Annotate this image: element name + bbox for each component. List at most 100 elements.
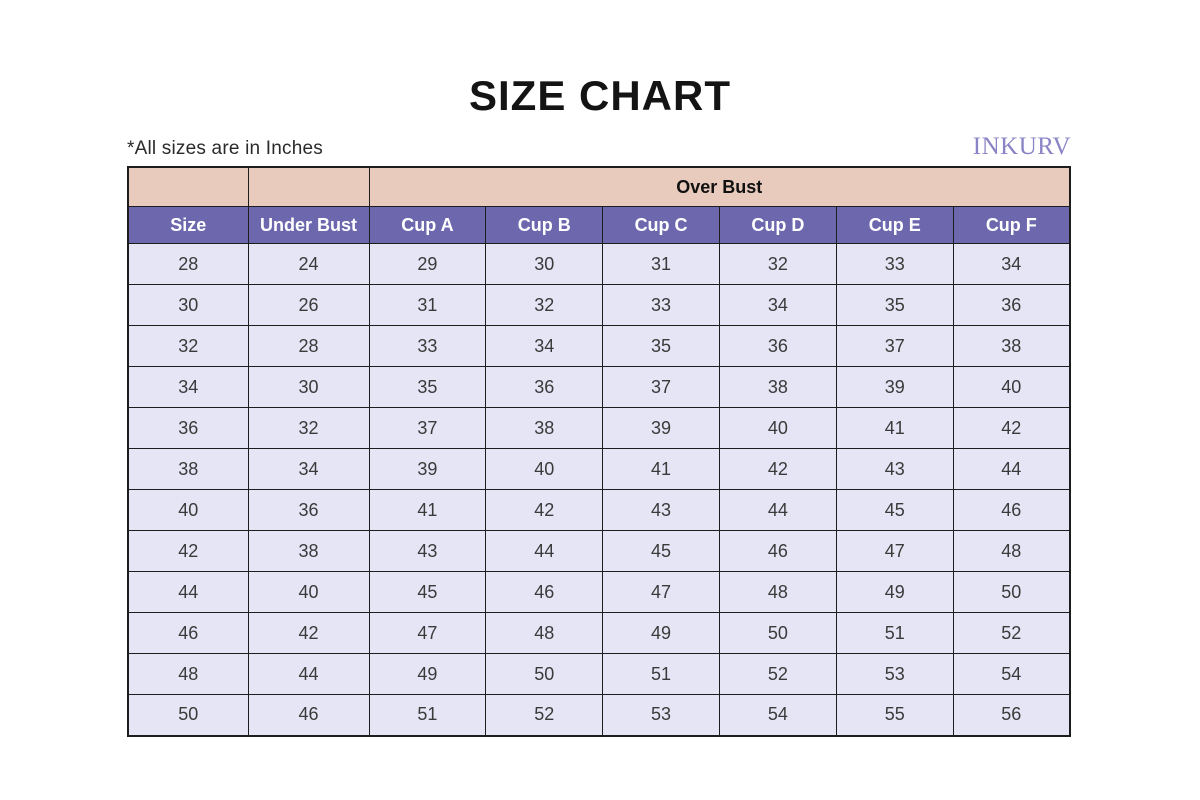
brand-logo: INKURV: [972, 133, 1071, 160]
table-cell: 32: [485, 284, 604, 326]
empty-header-cell: [127, 166, 249, 207]
table-cell: 38: [718, 366, 837, 408]
column-header-under-bust: Under Bust: [247, 206, 370, 244]
table-cell: 47: [602, 571, 720, 613]
table-cell: 42: [485, 489, 604, 531]
table-cell: 46: [485, 571, 604, 613]
table-row: 42 38 43 44 45 46 47 48: [127, 530, 1071, 572]
table-cell: 35: [835, 284, 954, 326]
table-cell: 26: [247, 284, 370, 326]
table-cell: 41: [368, 489, 487, 531]
column-header-size: Size: [127, 206, 249, 244]
table-cell: 30: [247, 366, 370, 408]
table-cell: 43: [368, 530, 487, 572]
table-cell: 42: [247, 612, 370, 654]
table-cell: 36: [718, 325, 837, 367]
table-cell: 41: [835, 407, 954, 449]
table-cell: 56: [952, 694, 1071, 736]
table-row: 32 28 33 34 35 36 37 38: [127, 325, 1071, 367]
table-cell: 35: [368, 366, 487, 408]
table-cell: 34: [247, 448, 370, 490]
table-cell: 31: [602, 243, 720, 285]
table-cell: 38: [247, 530, 370, 572]
table-cell: 52: [485, 694, 604, 736]
table-cell: 50: [127, 694, 249, 736]
table-cell: 46: [247, 694, 370, 736]
table-cell: 44: [485, 530, 604, 572]
table-cell: 43: [602, 489, 720, 531]
table-cell: 43: [835, 448, 954, 490]
table-cell: 34: [952, 243, 1071, 285]
size-table-body: 28 24 29 30 31 32 33 34 30 26 31 32 33 34 35 36 32 28 33 34…: [127, 243, 1071, 736]
table-cell: 49: [368, 653, 487, 695]
table-cell: 39: [835, 366, 954, 408]
table-row: 30 26 31 32 33 34 35 36: [127, 284, 1071, 326]
table-cell: 48: [127, 653, 249, 695]
table-cell: 48: [718, 571, 837, 613]
column-header-cup-a: Cup A: [368, 206, 487, 244]
table-cell: 24: [247, 243, 370, 285]
empty-header-cell: [247, 166, 370, 207]
table-row: 50 46 51 52 53 54 55 56: [127, 694, 1071, 736]
table-cell: 35: [602, 325, 720, 367]
column-header-cup-b: Cup B: [485, 206, 604, 244]
size-chart-table-wrap: Over Bust Size Under Bust Cup A Cup B Cu…: [127, 166, 1071, 737]
column-header-cup-e: Cup E: [835, 206, 954, 244]
table-row: 34 30 35 36 37 38 39 40: [127, 366, 1071, 408]
table-cell: 51: [602, 653, 720, 695]
table-cell: 34: [485, 325, 604, 367]
table-cell: 45: [368, 571, 487, 613]
table-cell: 34: [127, 366, 249, 408]
table-cell: 40: [127, 489, 249, 531]
table-cell: 45: [835, 489, 954, 531]
table-cell: 45: [602, 530, 720, 572]
table-cell: 44: [247, 653, 370, 695]
table-cell: 30: [485, 243, 604, 285]
table-row: 48 44 49 50 51 52 53 54: [127, 653, 1071, 695]
table-row: 40 36 41 42 43 44 45 46: [127, 489, 1071, 531]
table-cell: 30: [127, 284, 249, 326]
table-row: 46 42 47 48 49 50 51 52: [127, 612, 1071, 654]
page-title: SIZE CHART: [469, 72, 731, 119]
table-cell: 36: [247, 489, 370, 531]
table-cell: 54: [952, 653, 1071, 695]
table-cell: 33: [835, 243, 954, 285]
table-cell: 36: [952, 284, 1071, 326]
table-cell: 42: [952, 407, 1071, 449]
column-header-cup-d: Cup D: [718, 206, 837, 244]
table-row: 36 32 37 38 39 40 41 42: [127, 407, 1071, 449]
column-header-row: Size Under Bust Cup A Cup B Cup C Cup D …: [127, 206, 1071, 244]
column-header-cup-f: Cup F: [952, 206, 1071, 244]
table-cell: 32: [247, 407, 370, 449]
table-cell: 29: [368, 243, 487, 285]
table-cell: 47: [368, 612, 487, 654]
table-row: 38 34 39 40 41 42 43 44: [127, 448, 1071, 490]
table-cell: 50: [485, 653, 604, 695]
table-cell: 44: [127, 571, 249, 613]
table-cell: 52: [718, 653, 837, 695]
size-chart-table: Over Bust Size Under Bust Cup A Cup B Cu…: [127, 166, 1071, 737]
table-cell: 41: [602, 448, 720, 490]
table-cell: 38: [952, 325, 1071, 367]
table-cell: 42: [718, 448, 837, 490]
table-cell: 33: [602, 284, 720, 326]
table-cell: 37: [602, 366, 720, 408]
table-cell: 37: [368, 407, 487, 449]
units-note: *All sizes are in Inches: [127, 138, 323, 159]
table-cell: 55: [835, 694, 954, 736]
table-cell: 39: [602, 407, 720, 449]
table-cell: 28: [127, 243, 249, 285]
table-row: 28 24 29 30 31 32 33 34: [127, 243, 1071, 285]
table-cell: 38: [485, 407, 604, 449]
table-cell: 42: [127, 530, 249, 572]
table-cell: 37: [835, 325, 954, 367]
table-cell: 39: [368, 448, 487, 490]
table-cell: 51: [835, 612, 954, 654]
table-cell: 36: [485, 366, 604, 408]
table-cell: 44: [718, 489, 837, 531]
group-header-over-bust: Over Bust: [368, 166, 1071, 207]
table-cell: 46: [127, 612, 249, 654]
table-cell: 36: [127, 407, 249, 449]
table-cell: 44: [952, 448, 1071, 490]
